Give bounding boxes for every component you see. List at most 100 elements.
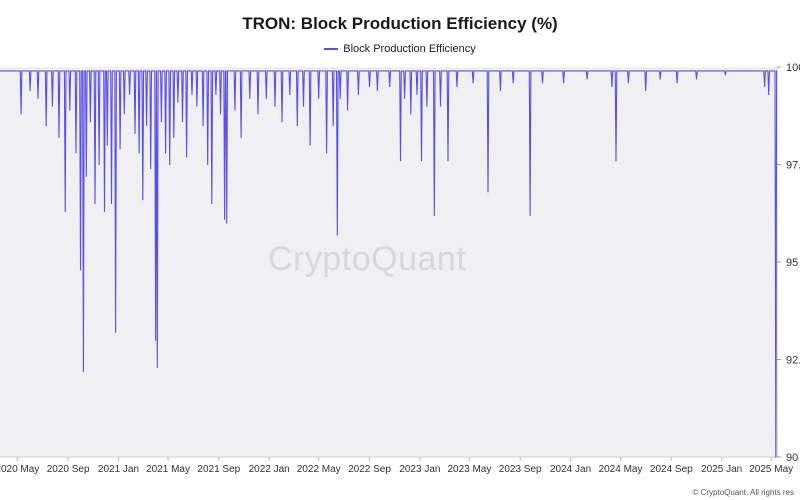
legend[interactable]: Block Production Efficiency: [0, 43, 800, 55]
y-tick-label: 95: [786, 257, 798, 269]
data-point: [89, 121, 92, 123]
data-point: [586, 78, 588, 80]
data-point: [318, 97, 320, 99]
data-point: [181, 121, 184, 123]
data-point: [645, 89, 647, 91]
data-point: [410, 113, 412, 115]
y-tick-label: 92.5: [786, 355, 800, 367]
x-tick-label: 2025 May: [749, 464, 793, 475]
data-point: [196, 105, 198, 107]
data-point: [296, 124, 298, 127]
data-point: [138, 152, 140, 154]
data-point: [472, 82, 474, 84]
data-point: [119, 148, 121, 150]
x-tick-label: 2023 Jan: [399, 464, 440, 475]
data-point: [389, 85, 391, 88]
data-point: [309, 144, 311, 146]
data-point: [420, 160, 423, 162]
data-point: [29, 89, 31, 91]
data-point: [404, 97, 406, 99]
y-tick-label: 90: [786, 452, 798, 464]
data-point: [79, 269, 82, 271]
data-point: [325, 152, 328, 154]
x-tick-label: 2022 May: [297, 464, 341, 475]
data-point: [529, 214, 531, 216]
data-point: [142, 199, 144, 201]
data-point: [281, 121, 283, 123]
plot-area: [0, 67, 777, 457]
data-point: [695, 78, 698, 80]
data-point: [202, 124, 204, 127]
copyright-footer: © CryptoQuant. All rights res: [692, 488, 795, 497]
data-point: [724, 74, 726, 76]
data-point: [240, 136, 242, 138]
data-point: [106, 144, 108, 146]
data-point: [416, 93, 418, 95]
watermark-logo: CryptoQuant: [268, 240, 467, 278]
data-point: [376, 89, 378, 91]
x-tick-label: 2024 May: [599, 464, 643, 475]
data-point: [207, 163, 209, 166]
data-point: [98, 163, 100, 166]
data-point: [164, 152, 167, 154]
legend-label: Block Production Efficiency: [343, 43, 476, 55]
data-point: [399, 160, 402, 162]
data-point: [85, 175, 87, 177]
data-point: [562, 82, 565, 84]
data-point: [160, 121, 163, 123]
data-point: [186, 156, 188, 158]
data-point: [332, 124, 334, 127]
data-point: [433, 214, 435, 216]
data-point: [177, 101, 179, 103]
data-point: [357, 93, 359, 95]
data-point: [156, 366, 158, 368]
data-point: [64, 210, 66, 212]
data-point: [58, 136, 60, 138]
data-point: [265, 97, 267, 99]
data-point: [226, 222, 228, 224]
data-point: [191, 93, 193, 95]
x-tick-label: 2022 Jan: [249, 464, 290, 475]
x-tick-label: 2022 Sep: [348, 464, 391, 475]
data-point: [51, 105, 54, 107]
data-point: [456, 85, 458, 88]
x-tick-label: 2023 May: [447, 464, 491, 475]
data-point: [145, 124, 148, 127]
data-point: [219, 113, 222, 115]
data-point: [37, 97, 39, 99]
data-point: [110, 202, 113, 205]
data-point: [541, 82, 544, 84]
data-point: [775, 456, 777, 458]
data-point: [289, 93, 291, 95]
data-point: [302, 105, 305, 107]
data-point: [94, 202, 96, 205]
data-point: [439, 105, 442, 107]
data-point: [627, 82, 629, 84]
data-point: [487, 191, 489, 193]
data-point: [249, 97, 251, 99]
data-point: [339, 97, 341, 99]
x-tick-label: 2020 Sep: [47, 464, 90, 475]
x-tick-label: 2024 Sep: [650, 464, 693, 475]
data-point: [234, 109, 236, 111]
x-tick-label: 2024 Jan: [550, 464, 591, 475]
data-point: [211, 202, 213, 205]
data-point: [155, 339, 157, 341]
data-point: [123, 113, 125, 115]
data-point: [215, 93, 217, 95]
data-point: [274, 105, 276, 107]
y-tick-label: 97.5: [786, 160, 800, 172]
data-point: [615, 160, 617, 162]
data-point: [512, 82, 514, 84]
data-point: [611, 85, 613, 88]
data-point: [764, 85, 766, 88]
data-point: [447, 160, 449, 162]
data-point: [768, 93, 770, 95]
x-tick-label: 2023 Sep: [499, 464, 542, 475]
x-tick-label: 2021 May: [146, 464, 190, 475]
data-point: [499, 89, 501, 91]
data-point: [676, 82, 678, 84]
data-point: [257, 113, 259, 115]
data-point: [45, 124, 47, 127]
